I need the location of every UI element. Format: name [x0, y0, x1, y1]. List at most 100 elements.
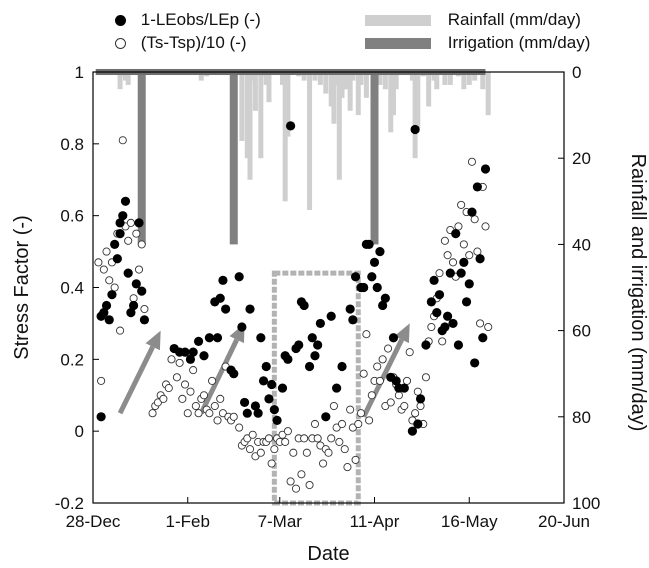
open-point	[484, 322, 493, 332]
rain-bar	[282, 72, 288, 202]
open-point	[411, 409, 420, 418]
rain-bar	[409, 72, 415, 81]
open-point	[305, 480, 314, 490]
legend-rain: Rainfall (mm/day)	[365, 10, 581, 30]
filled-point	[410, 124, 420, 135]
open-point	[180, 380, 190, 389]
filled-point	[258, 376, 269, 386]
open-point	[375, 376, 384, 385]
open-point	[481, 222, 490, 231]
open-point	[132, 229, 141, 238]
filled-point	[315, 318, 325, 329]
filled-point	[242, 408, 252, 418]
y2-tick-label: 20	[572, 149, 591, 168]
open-point	[367, 391, 376, 400]
open-point	[302, 448, 311, 457]
rain-bar	[250, 72, 256, 81]
rain-bar	[350, 72, 356, 81]
filled-point	[367, 272, 377, 282]
filled-point	[107, 290, 117, 300]
filled-circle-icon	[115, 15, 126, 27]
filled-point	[307, 333, 317, 343]
filled-point	[369, 257, 380, 267]
open-point	[310, 419, 320, 429]
open-point	[438, 337, 447, 346]
open-point	[340, 445, 349, 454]
open-point	[208, 376, 217, 385]
filled-point	[388, 333, 399, 343]
filled-point	[421, 340, 431, 350]
open-point	[300, 434, 309, 443]
filled-point	[434, 290, 445, 300]
irrigation-bar	[137, 72, 146, 245]
filled-point	[267, 379, 277, 390]
rain-bar	[323, 72, 329, 94]
legend-open-label: (Ts-Tsp)/10 (-)	[140, 33, 247, 52]
open-point	[402, 376, 412, 385]
open-point	[427, 322, 436, 332]
rain-bar	[355, 72, 361, 116]
open-point	[124, 236, 133, 245]
open-point	[386, 398, 395, 407]
open-point	[476, 319, 485, 328]
open-point	[286, 477, 295, 486]
rain-swatch	[365, 15, 431, 27]
rain-bar	[125, 72, 131, 85]
open-point	[435, 269, 444, 278]
rain-bar	[480, 72, 486, 90]
open-point	[186, 387, 195, 396]
irrigation-swatch	[365, 38, 431, 50]
rain-bar	[342, 72, 348, 90]
y-tick-label: -0.2	[55, 494, 84, 513]
open-point	[270, 445, 279, 454]
filled-point	[451, 229, 461, 239]
open-point	[351, 455, 360, 464]
filled-point	[101, 300, 112, 311]
open-point	[164, 384, 173, 393]
open-point	[216, 394, 225, 403]
rain-bar	[334, 72, 340, 85]
rain-bar	[117, 72, 123, 90]
filled-point	[221, 304, 231, 314]
filled-point	[253, 408, 263, 418]
filled-point	[123, 268, 133, 278]
open-point	[191, 401, 200, 411]
rain-bar	[247, 72, 253, 180]
y-tick-label: 0.6	[60, 207, 84, 226]
open-point	[354, 419, 363, 429]
y-tick-label: 0.4	[60, 279, 84, 298]
filled-point	[359, 282, 369, 293]
y-tick-label: 0	[75, 422, 84, 441]
open-point	[313, 434, 322, 443]
filled-point	[399, 383, 409, 393]
y2-tick-label: 60	[572, 322, 591, 341]
open-point	[264, 434, 273, 443]
rain-bar	[307, 72, 313, 210]
open-point	[470, 215, 479, 224]
open-point	[105, 276, 114, 285]
filled-point	[239, 397, 250, 408]
open-point	[400, 401, 409, 411]
filled-point	[380, 293, 390, 303]
open-point	[443, 251, 452, 260]
x-tick-label: 20-Jun	[538, 512, 590, 531]
rain-bar	[198, 72, 204, 81]
filled-point	[378, 300, 388, 311]
filled-point	[204, 333, 214, 343]
open-point	[319, 459, 328, 468]
open-point	[297, 470, 306, 479]
rain-bar	[358, 72, 364, 85]
rain-bar	[328, 72, 334, 107]
filled-point	[480, 164, 491, 174]
rain-bar	[339, 72, 345, 98]
open-point	[102, 247, 111, 256]
trend-arrow-shaft	[117, 345, 155, 415]
rain-bar	[447, 72, 453, 85]
open-point	[329, 401, 338, 411]
filled-point	[137, 286, 147, 296]
filled-point	[283, 354, 293, 364]
open-point	[440, 236, 449, 245]
filled-point	[237, 322, 247, 332]
rain-bar	[363, 72, 369, 98]
open-point	[405, 348, 414, 357]
